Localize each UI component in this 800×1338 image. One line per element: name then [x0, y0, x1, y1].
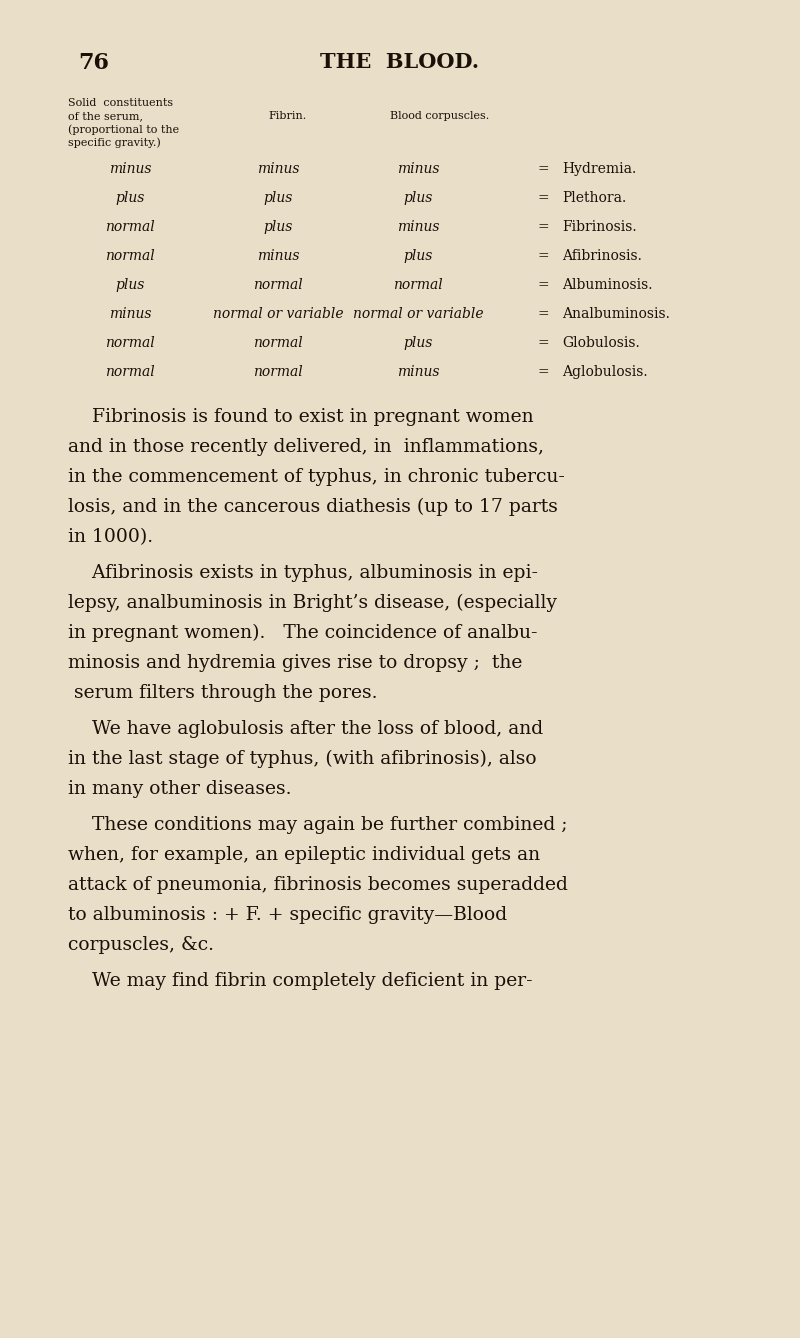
Text: THE  BLOOD.: THE BLOOD. [321, 52, 479, 72]
Text: minus: minus [397, 365, 439, 379]
Text: plus: plus [403, 249, 433, 264]
Text: Globulosis.: Globulosis. [562, 336, 640, 351]
Text: normal: normal [253, 365, 303, 379]
Text: and in those recently delivered, in  inflammations,: and in those recently delivered, in infl… [68, 438, 544, 456]
Text: Afibrinosis.: Afibrinosis. [562, 249, 642, 264]
Text: lepsy, analbuminosis in Bright’s disease, (especially: lepsy, analbuminosis in Bright’s disease… [68, 594, 557, 613]
Text: of the serum,: of the serum, [68, 111, 143, 120]
Text: when, for example, an epileptic individual gets an: when, for example, an epileptic individu… [68, 846, 540, 864]
Text: We may find fibrin completely deficient in per-: We may find fibrin completely deficient … [68, 971, 533, 990]
Text: to albuminosis : + F. + specific gravity—Blood: to albuminosis : + F. + specific gravity… [68, 906, 507, 925]
Text: in pregnant women).   The coincidence of analbu-: in pregnant women). The coincidence of a… [68, 624, 538, 642]
Text: minus: minus [257, 249, 299, 264]
Text: =: = [537, 191, 549, 205]
Text: (proportional to the: (proportional to the [68, 124, 179, 135]
Text: 76: 76 [78, 52, 109, 74]
Text: Fibrinosis.: Fibrinosis. [562, 219, 637, 234]
Text: plus: plus [115, 191, 145, 205]
Text: plus: plus [115, 278, 145, 292]
Text: in the commencement of typhus, in chronic tubercu-: in the commencement of typhus, in chroni… [68, 468, 565, 486]
Text: minus: minus [397, 162, 439, 177]
Text: =: = [537, 249, 549, 264]
Text: =: = [537, 306, 549, 321]
Text: minosis and hydremia gives rise to dropsy ;  the: minosis and hydremia gives rise to drops… [68, 654, 522, 672]
Text: Blood corpuscles.: Blood corpuscles. [390, 111, 490, 120]
Text: Analbuminosis.: Analbuminosis. [562, 306, 670, 321]
Text: normal: normal [105, 249, 155, 264]
Text: normal: normal [105, 365, 155, 379]
Text: plus: plus [263, 219, 293, 234]
Text: =: = [537, 336, 549, 351]
Text: in many other diseases.: in many other diseases. [68, 780, 291, 797]
Text: =: = [537, 365, 549, 379]
Text: These conditions may again be further combined ;: These conditions may again be further co… [68, 816, 567, 834]
Text: Hydremia.: Hydremia. [562, 162, 636, 177]
Text: in the last stage of typhus, (with afibrinosis), also: in the last stage of typhus, (with afibr… [68, 751, 537, 768]
Text: =: = [537, 278, 549, 292]
Text: attack of pneumonia, fibrinosis becomes superadded: attack of pneumonia, fibrinosis becomes … [68, 876, 568, 894]
Text: in 1000).: in 1000). [68, 529, 153, 546]
Text: normal: normal [105, 219, 155, 234]
Text: plus: plus [403, 336, 433, 351]
Text: normal or variable: normal or variable [213, 306, 343, 321]
Text: plus: plus [263, 191, 293, 205]
Text: Fibrinosis is found to exist in pregnant women: Fibrinosis is found to exist in pregnant… [68, 408, 534, 425]
Text: Fibrin.: Fibrin. [268, 111, 306, 120]
Text: plus: plus [403, 191, 433, 205]
Text: minus: minus [109, 306, 151, 321]
Text: We have aglobulosis after the loss of blood, and: We have aglobulosis after the loss of bl… [68, 720, 543, 739]
Text: Aglobulosis.: Aglobulosis. [562, 365, 648, 379]
Text: =: = [537, 219, 549, 234]
Text: specific gravity.): specific gravity.) [68, 136, 161, 147]
Text: minus: minus [109, 162, 151, 177]
Text: Afibrinosis exists in typhus, albuminosis in epi-: Afibrinosis exists in typhus, albuminosi… [68, 565, 538, 582]
Text: minus: minus [397, 219, 439, 234]
Text: normal: normal [105, 336, 155, 351]
Text: =: = [537, 162, 549, 177]
Text: normal: normal [253, 278, 303, 292]
Text: serum filters through the pores.: serum filters through the pores. [68, 684, 378, 702]
Text: Plethora.: Plethora. [562, 191, 626, 205]
Text: Albuminosis.: Albuminosis. [562, 278, 653, 292]
Text: normal or variable: normal or variable [353, 306, 483, 321]
Text: normal: normal [253, 336, 303, 351]
Text: corpuscles, &c.: corpuscles, &c. [68, 937, 214, 954]
Text: normal: normal [393, 278, 443, 292]
Text: Solid  constituents: Solid constituents [68, 98, 173, 108]
Text: minus: minus [257, 162, 299, 177]
Text: losis, and in the cancerous diathesis (up to 17 parts: losis, and in the cancerous diathesis (u… [68, 498, 558, 516]
